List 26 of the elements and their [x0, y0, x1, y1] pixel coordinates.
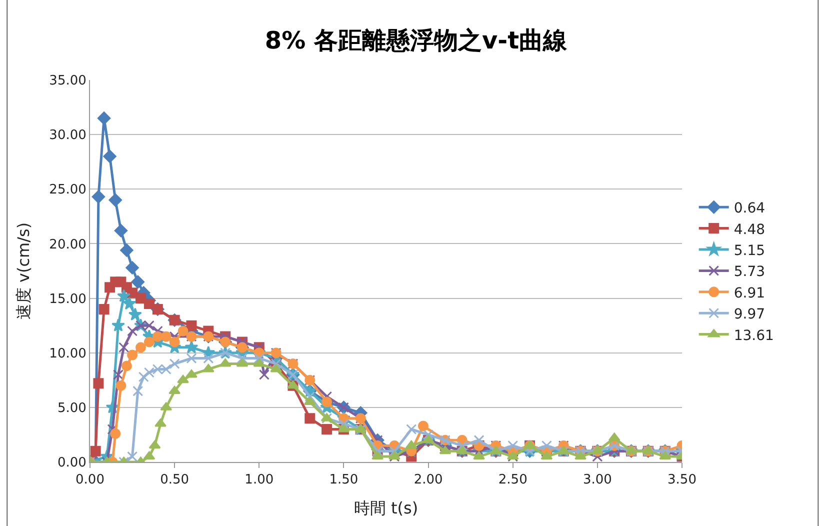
y-tick-label: 20.00: [49, 237, 86, 252]
x-tick-label: 2.50: [498, 472, 528, 488]
legend-label: 4.48: [734, 222, 766, 238]
legend-label: 0.64: [734, 200, 766, 217]
legend-label: 6.91: [734, 285, 766, 302]
x-tick-label: 3.50: [668, 472, 696, 488]
chart-title: 8% 各距離懸浮物之v-t曲線: [264, 26, 568, 54]
y-tick-label: 25.00: [49, 182, 86, 198]
legend-label: 13.61: [734, 328, 774, 344]
x-tick-label: 1.00: [244, 472, 274, 488]
x-tick-label: 2.00: [414, 472, 443, 488]
y-tick-label: 35.00: [49, 74, 86, 89]
y-tick-label: 10.00: [49, 346, 86, 362]
legend-label: 5.15: [734, 242, 766, 259]
y-axis-title: 速度 v(cm/s): [14, 222, 34, 320]
x-tick-label: 3.00: [582, 472, 612, 488]
x-axis-title: 時間 t(s): [354, 498, 418, 518]
legend-label: 9.97: [734, 306, 766, 323]
y-tick-label: 5.00: [57, 400, 86, 416]
y-tick-label: 0.00: [57, 456, 86, 471]
y-tick-label: 30.00: [49, 128, 86, 144]
legend-label: 5.73: [734, 264, 766, 280]
y-tick-label: 15.00: [49, 292, 86, 307]
x-tick-label: 0.50: [160, 472, 190, 488]
x-tick-label: 0.00: [76, 472, 104, 488]
x-tick-label: 1.50: [329, 472, 358, 488]
